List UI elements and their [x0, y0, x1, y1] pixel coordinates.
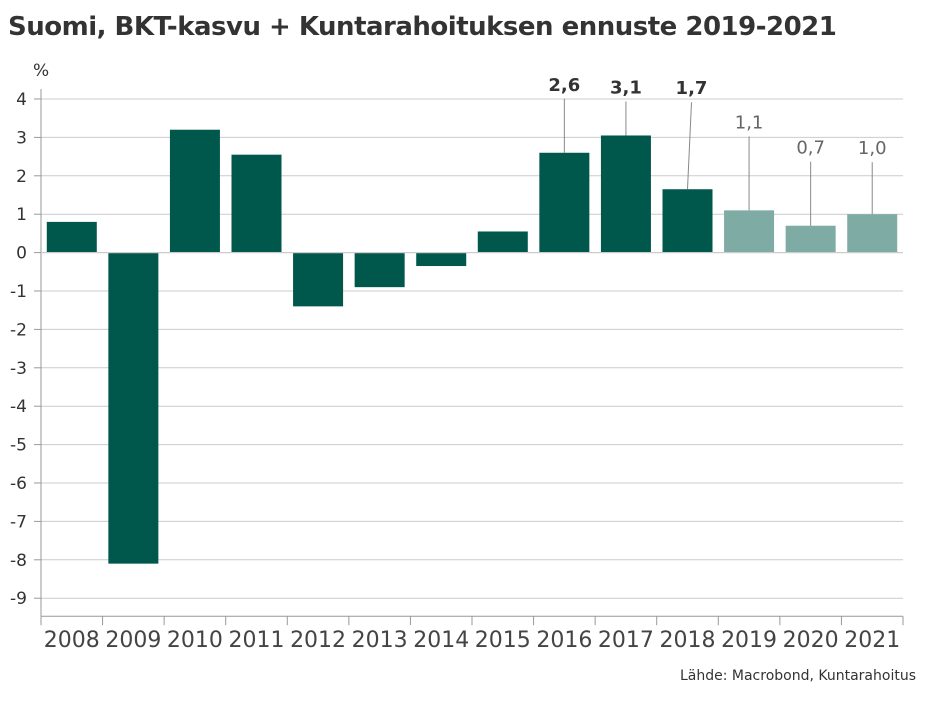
y-axis-unit-label: %: [33, 61, 49, 81]
x-tick-label-2010: 2010: [167, 628, 223, 653]
x-tick-label-2008: 2008: [44, 628, 100, 653]
x-tick-label-2017: 2017: [598, 628, 654, 653]
chart-title: Suomi, BKT-kasvu + Kuntarahoituksen ennu…: [8, 12, 837, 42]
bar-2021: [847, 214, 898, 253]
data-label-2017: 3,1: [610, 77, 642, 98]
y-tick-label: -7: [10, 512, 27, 532]
bar-2019: [724, 210, 775, 253]
source-note: Lähde: Macrobond, Kuntarahoitus: [679, 668, 916, 684]
y-tick-label: -4: [10, 397, 27, 417]
y-tick-label: -5: [10, 436, 27, 456]
bar-2013: [354, 252, 405, 288]
x-tick-label-2011: 2011: [229, 628, 285, 653]
y-tick-label: 1: [16, 205, 27, 225]
y-tick-label: -1: [10, 282, 27, 302]
y-tick-label: -2: [10, 320, 27, 340]
x-tick-label-2009: 2009: [105, 628, 161, 653]
y-tick-label: -3: [10, 359, 27, 379]
x-tick-label-2016: 2016: [536, 628, 592, 653]
data-label-2016: 2,6: [548, 75, 580, 96]
data-label-2018: 1,7: [676, 78, 708, 99]
y-tick-label: 0: [16, 244, 27, 264]
y-tick-label: -6: [10, 474, 27, 494]
bar-2011: [231, 154, 282, 253]
x-tick-label-2015: 2015: [475, 628, 531, 653]
x-tick-label-2019: 2019: [721, 628, 777, 653]
data-label-2019: 1,1: [735, 112, 764, 133]
bar-2014: [416, 252, 467, 267]
y-tick-label: -8: [10, 551, 27, 571]
x-tick-label-2018: 2018: [660, 628, 716, 653]
y-tick-label: 2: [16, 167, 27, 187]
bar-2020: [785, 225, 836, 253]
x-tick-label-2021: 2021: [844, 628, 900, 653]
y-tick-label: -9: [10, 589, 27, 609]
bar-2015: [477, 231, 528, 253]
data-label-2020: 0,7: [796, 138, 825, 159]
y-tick-label: 4: [16, 90, 27, 110]
x-tick-label-2012: 2012: [290, 628, 346, 653]
x-tick-label-2013: 2013: [352, 628, 408, 653]
bar-2008: [46, 221, 97, 253]
data-label-2021: 1,0: [858, 138, 887, 159]
bar-2016: [539, 152, 590, 253]
x-tick-label-2020: 2020: [783, 628, 839, 653]
bar-2018: [662, 189, 713, 253]
y-tick-label: 3: [16, 128, 27, 148]
bar-2010: [169, 129, 220, 253]
bar-2009: [108, 252, 159, 564]
x-tick-label-2014: 2014: [413, 628, 469, 653]
bar-2017: [600, 135, 651, 253]
bar-2012: [293, 252, 344, 307]
data-label-leader: [687, 102, 692, 190]
